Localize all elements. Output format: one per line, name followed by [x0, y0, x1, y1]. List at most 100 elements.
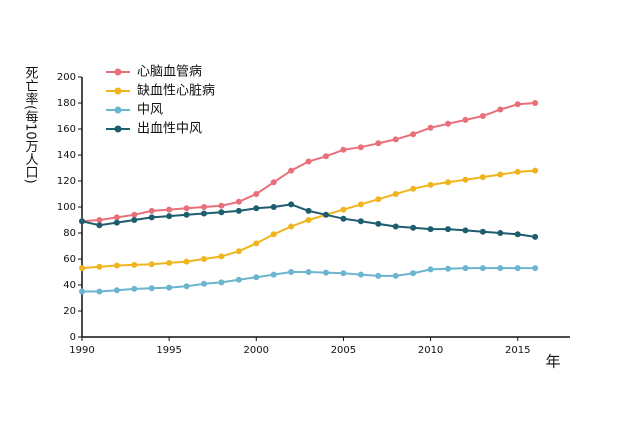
data-point — [357, 271, 364, 278]
data-point — [148, 214, 155, 221]
data-point — [445, 226, 451, 233]
legend-label: 心脑血管病 — [137, 65, 202, 80]
data-point — [183, 205, 190, 212]
data-point — [96, 263, 103, 270]
data-point — [305, 269, 312, 275]
data-point — [479, 174, 486, 181]
data-point — [427, 226, 434, 233]
data-point — [131, 217, 138, 223]
data-point — [148, 261, 155, 268]
data-point — [166, 213, 173, 220]
data-point — [532, 265, 539, 272]
data-point — [201, 280, 207, 287]
x-tick-label: 2000 — [244, 345, 269, 356]
data-point — [410, 131, 417, 138]
data-point — [270, 231, 277, 238]
data-point — [427, 266, 434, 273]
data-point — [201, 204, 207, 210]
data-point — [235, 276, 242, 283]
y-tick-label: 140 — [57, 150, 76, 161]
data-point — [79, 265, 85, 272]
data-point — [375, 272, 382, 279]
x-tick-label: 2015 — [505, 345, 530, 356]
y-tick-label: 20 — [63, 306, 76, 317]
data-point — [340, 270, 347, 277]
data-point — [288, 201, 295, 208]
data-point — [183, 283, 190, 290]
data-point — [462, 176, 469, 183]
data-point — [410, 185, 417, 192]
data-point — [166, 259, 173, 266]
data-point — [270, 204, 277, 210]
data-point — [305, 217, 312, 223]
legend-marker — [114, 125, 122, 133]
data-point — [253, 205, 260, 212]
data-point — [323, 153, 329, 160]
y-tick-label: 100 — [57, 202, 76, 213]
data-point — [445, 179, 451, 186]
data-point — [166, 206, 173, 213]
data-point — [253, 240, 260, 247]
data-point — [497, 230, 504, 236]
data-point — [113, 287, 120, 294]
data-point — [218, 209, 225, 216]
data-point — [166, 284, 173, 291]
data-point — [445, 120, 451, 127]
data-point — [218, 202, 225, 209]
data-point — [410, 224, 417, 231]
data-point — [131, 211, 138, 218]
data-point — [288, 269, 295, 275]
data-point — [392, 223, 399, 230]
data-point — [79, 288, 85, 295]
data-point — [514, 168, 521, 175]
y-tick-label: 0 — [70, 332, 76, 343]
data-point — [113, 214, 120, 221]
y-tick-label: 180 — [57, 98, 76, 109]
data-point — [96, 217, 103, 223]
data-point — [235, 207, 242, 214]
data-point — [253, 191, 260, 197]
data-point — [148, 285, 155, 292]
data-point — [514, 101, 521, 108]
data-point — [497, 265, 504, 272]
data-point — [375, 196, 382, 203]
data-point — [253, 274, 260, 281]
data-point — [340, 146, 347, 153]
data-point — [427, 181, 434, 188]
data-point — [96, 288, 103, 295]
data-point — [392, 191, 399, 197]
data-point — [462, 227, 469, 234]
legend-label: 出血性中风 — [137, 122, 202, 137]
legend-marker — [114, 68, 122, 76]
data-point — [340, 215, 347, 222]
data-point — [427, 124, 434, 131]
data-point — [79, 218, 85, 225]
data-point — [479, 265, 486, 272]
y-tick-label: 40 — [63, 280, 76, 291]
data-point — [357, 218, 364, 225]
data-point — [183, 211, 190, 218]
data-point — [323, 269, 329, 276]
x-tick-label: 2005 — [331, 345, 356, 356]
y-tick-label: 120 — [57, 176, 76, 187]
data-point — [218, 279, 225, 286]
data-point — [183, 258, 190, 265]
data-point — [305, 207, 312, 214]
data-point — [323, 211, 329, 218]
data-point — [218, 253, 225, 260]
data-point — [235, 198, 242, 205]
data-point — [497, 106, 504, 113]
data-point — [340, 206, 347, 213]
data-point — [462, 116, 469, 123]
data-point — [131, 285, 138, 292]
data-point — [201, 256, 207, 262]
x-tick-label: 1995 — [156, 345, 181, 356]
y-tick-label: 60 — [63, 254, 76, 265]
data-point — [479, 113, 486, 119]
data-point — [410, 270, 417, 277]
x-axis-label: 年 — [545, 353, 560, 371]
data-point — [514, 231, 521, 238]
data-point — [357, 144, 364, 151]
data-point — [288, 167, 295, 174]
data-point — [235, 248, 242, 255]
